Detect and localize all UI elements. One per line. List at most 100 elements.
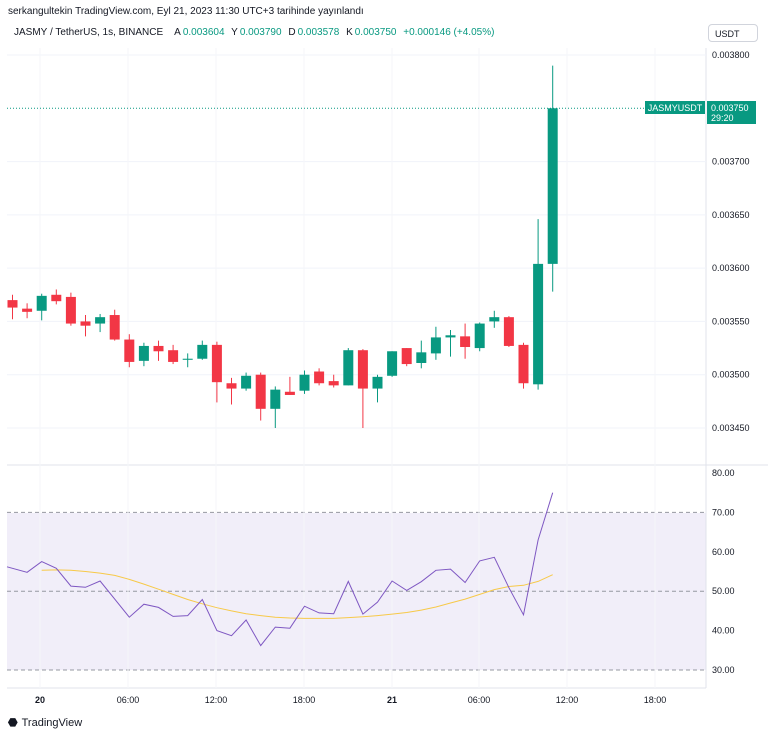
candle	[7, 294, 18, 320]
time-tick-label: 12:00	[556, 695, 579, 705]
candle-body	[284, 391, 295, 395]
currency-selector[interactable]: USDT	[708, 24, 758, 42]
time-tick-label: 06:00	[468, 695, 491, 705]
candle	[36, 293, 47, 321]
rsi-ma-line	[41, 569, 553, 619]
candle	[416, 340, 427, 369]
candle	[357, 349, 368, 428]
candle	[80, 315, 91, 337]
rsi-tick-label: 40.00	[712, 626, 735, 636]
candle	[518, 342, 529, 389]
candle-body	[95, 317, 106, 324]
candle	[387, 351, 398, 377]
candle	[489, 310, 500, 328]
candle-body	[387, 351, 398, 376]
tradingview-brand[interactable]: ⬣ TradingView	[8, 716, 83, 730]
candle-body	[357, 350, 368, 389]
candle-body	[124, 339, 135, 362]
candle-body	[197, 344, 208, 359]
candle-body	[503, 317, 514, 346]
candle-body	[460, 336, 471, 348]
candle-body	[328, 381, 339, 386]
price-tag-symbol: JASMYUSDT	[648, 103, 703, 113]
symbol-legend: JASMY / TetherUS, 1s, BINANCE A 0.003604 …	[14, 27, 498, 38]
candle	[124, 334, 135, 368]
price-tick-label: 0.003800	[712, 50, 750, 60]
candle-body	[474, 323, 485, 349]
candle-body	[168, 350, 179, 362]
ohlc-close-label: K	[346, 27, 353, 38]
price-tick-label: 0.003550	[712, 316, 750, 326]
rsi-tick-label: 60.00	[712, 547, 735, 557]
ohlc-open-value: 0.003604	[182, 27, 225, 38]
tradingview-logo-icon: ⬣	[8, 717, 18, 729]
time-tick-label: 18:00	[293, 695, 316, 705]
candle	[314, 368, 325, 386]
price-tag: JASMYUSDT 0.003750 29:20	[645, 101, 756, 124]
candle-body	[343, 350, 354, 386]
candle	[474, 322, 485, 352]
rsi-tick-label: 30.00	[712, 665, 735, 675]
candle	[241, 372, 252, 391]
price-tag-value: 0.003750	[711, 103, 749, 113]
candle-body	[255, 374, 266, 409]
candle-body	[211, 344, 222, 383]
ohlc-high-value: 0.003790	[239, 27, 282, 38]
candle-body	[533, 263, 544, 385]
candle	[284, 376, 295, 395]
candle	[430, 326, 441, 360]
candle-body	[241, 375, 252, 389]
symbol-title[interactable]: JASMY / TetherUS, 1s, BINANCE	[14, 27, 164, 38]
ohlc-low-label: D	[288, 27, 296, 38]
price-tick-label: 0.003500	[712, 370, 750, 380]
candle	[328, 374, 339, 388]
price-tag-value-bg	[707, 101, 756, 124]
time-tick-label: 18:00	[644, 695, 667, 705]
candle-body	[547, 108, 558, 264]
candle-body	[138, 345, 149, 361]
candle-body	[416, 352, 427, 363]
candle	[401, 348, 412, 367]
candle	[270, 386, 281, 428]
time-tick-label: 21	[387, 695, 397, 705]
time-tick-label: 20	[35, 695, 45, 705]
candle-body	[372, 376, 383, 389]
ohlc-close-value: 0.003750	[354, 27, 397, 38]
candle	[343, 348, 354, 386]
rsi-line	[6, 492, 554, 647]
candle-body	[226, 383, 237, 389]
candle-body	[153, 345, 164, 352]
brand-label: TradingView	[21, 716, 83, 729]
time-tick-label: 12:00	[205, 695, 228, 705]
candle	[211, 341, 222, 403]
candle-body	[36, 295, 47, 311]
candle	[138, 342, 149, 367]
candle	[51, 289, 62, 305]
ohlc-low-value: 0.003578	[297, 27, 340, 38]
candle	[460, 323, 471, 359]
candle	[226, 377, 237, 405]
candle-body	[109, 315, 120, 340]
candle	[547, 65, 558, 292]
rsi-tick-label: 50.00	[712, 586, 735, 596]
candle-body	[22, 308, 33, 312]
candle	[65, 292, 76, 326]
rsi-band-fill	[7, 513, 706, 670]
chart-caption: serkangultekin TradingView.com, Eyl 21, …	[8, 6, 364, 17]
candle-body	[182, 358, 193, 360]
candle-body	[430, 337, 441, 354]
candle-body	[314, 371, 325, 384]
rsi-tick-label: 70.00	[712, 507, 735, 517]
price-tick-label: 0.003600	[712, 263, 750, 273]
candle-body	[445, 335, 456, 338]
candle-body	[65, 296, 76, 324]
candle-body	[518, 344, 529, 384]
candle	[109, 309, 120, 341]
candle	[445, 329, 456, 357]
price-tick-label: 0.003700	[712, 157, 750, 167]
candle	[197, 340, 208, 360]
price-tag-countdown: 29:20	[711, 113, 734, 123]
ohlc-high-label: Y	[231, 27, 238, 38]
candle	[182, 353, 193, 368]
